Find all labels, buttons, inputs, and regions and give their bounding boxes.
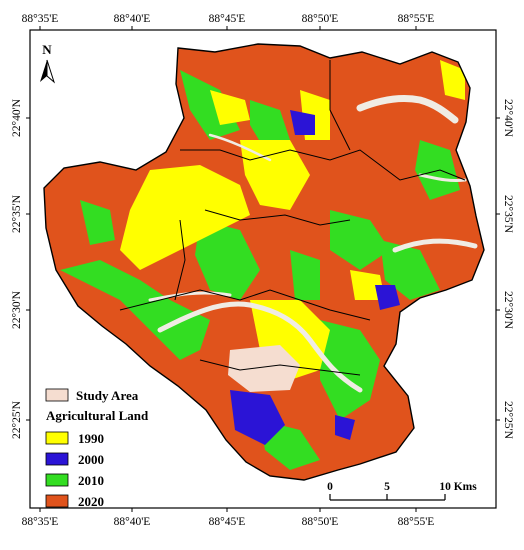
scale-label-5: 5: [384, 481, 390, 493]
right-tick-label: 22°30'N: [502, 291, 514, 330]
legend-label-2000: 2000: [78, 452, 104, 467]
legend: Study Area Agricultural Land 1990 2000 2…: [45, 388, 149, 509]
agri-2000-patches: [160, 110, 400, 445]
admin-boundaries: [119, 60, 466, 376]
legend-label-1990: 1990: [78, 431, 104, 446]
legend-swatch-2000: [45, 452, 69, 466]
north-arrow-icon: N: [40, 42, 56, 84]
bottom-axis-labels: 88°35'E 88°40'E 88°45'E 88°50'E 88°55'E: [22, 516, 435, 528]
legend-label-2020: 2020: [78, 494, 104, 509]
urban-zone: [228, 345, 300, 392]
bottom-tick-label: 88°55'E: [398, 516, 435, 528]
right-tick-label: 22°35'N: [502, 195, 514, 234]
study-area-outline: [43, 43, 485, 481]
legend-swatch-2020: [45, 494, 69, 508]
top-tick-label: 88°35'E: [22, 13, 59, 25]
river-network: [148, 94, 478, 393]
scale-label-0: 0: [327, 481, 333, 493]
top-tick-label: 88°50'E: [302, 13, 339, 25]
scale-bar: 0 5 10 Kms: [327, 481, 477, 501]
left-axis-labels: 22°40'N 22°35'N 22°30'N 22°25'N: [11, 98, 23, 439]
left-tick-label: 22°25'N: [11, 400, 23, 439]
top-tick-label: 88°45'E: [209, 13, 246, 25]
legend-label-2010: 2010: [78, 473, 104, 488]
legend-swatch-2010: [45, 473, 69, 487]
graticule-ticks: [26, 26, 500, 512]
legend-study-area-label: Study Area: [76, 388, 139, 403]
right-axis-labels: 22°40'N 22°35'N 22°30'N 22°25'N: [502, 99, 514, 440]
bottom-tick-label: 88°50'E: [302, 516, 339, 528]
right-tick-label: 22°25'N: [502, 401, 514, 440]
top-tick-label: 88°40'E: [114, 13, 151, 25]
legend-title: Agricultural Land: [46, 408, 149, 423]
scale-label-10: 10 Kms: [439, 481, 477, 493]
legend-study-area-swatch: [45, 388, 69, 402]
left-tick-label: 22°35'N: [11, 194, 23, 233]
top-tick-label: 88°55'E: [398, 13, 435, 25]
bottom-tick-label: 88°40'E: [114, 516, 151, 528]
top-axis-labels: 88°35'E 88°40'E 88°45'E 88°50'E 88°55'E: [22, 13, 435, 25]
left-tick-label: 22°40'N: [11, 98, 23, 137]
legend-swatch-1990: [45, 431, 69, 445]
left-tick-label: 22°30'N: [11, 290, 23, 329]
north-label: N: [42, 42, 52, 57]
right-tick-label: 22°40'N: [502, 99, 514, 138]
bottom-tick-label: 88°35'E: [22, 516, 59, 528]
bottom-tick-label: 88°45'E: [209, 516, 246, 528]
